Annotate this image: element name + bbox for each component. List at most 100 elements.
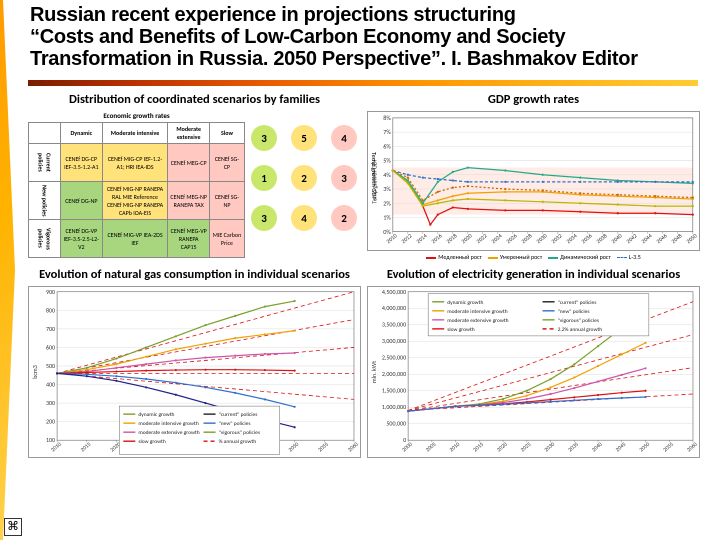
svg-text:2035: 2035 [567,441,580,453]
svg-text:"new" policies: "new" policies [558,309,590,315]
svg-text:2.2% annual growth: 2.2% annual growth [558,327,603,333]
svg-text:8%: 8% [383,114,391,122]
svg-text:2012: 2012 [400,232,413,245]
scenario-table-caption: Economic growth rates [28,111,245,122]
svg-text:2042: 2042 [625,232,638,245]
rowhdr-1: New policies [29,182,61,220]
cell-2-3: MIE Carbon Price [209,220,244,258]
svg-text:300: 300 [46,399,55,407]
svg-text:2025: 2025 [520,441,533,453]
svg-text:2,000,000: 2,000,000 [382,370,406,378]
svg-text:400: 400 [46,381,55,389]
svg-text:mln. kWt: mln. kWt [370,361,378,383]
gas-chart: 1002003004005006007008009002010201520202… [28,286,361,458]
svg-text:2026: 2026 [505,232,518,245]
cell-1-3: CENEf SG-NP [209,182,244,220]
svg-text:5%: 5% [383,157,391,165]
svg-text:2028: 2028 [520,232,533,245]
svg-text:2015: 2015 [80,441,93,453]
panel-distribution: Distribution of coordinated scenarios by… [28,92,361,261]
cell-0-1: CENEf MIG-CP IEF-1.2-A1; HRI IEA-IDS [102,144,168,182]
svg-text:"vigorous" policies: "vigorous" policies [219,430,260,436]
corner-logo-icon: ⌘ [4,518,22,536]
svg-text:2045: 2045 [615,441,628,453]
svg-text:2044: 2044 [640,232,653,245]
cell-0-3: CENEf SG-CP [209,144,244,182]
panel-b-heading: GDP growth rates [367,92,700,107]
svg-text:600: 600 [46,343,55,351]
circle-0-0: 3 [251,125,277,151]
svg-text:"new" policies: "new" policies [219,421,251,427]
panel-c-heading: Evolution of natural gas consumption in … [28,267,361,282]
svg-text:2030: 2030 [535,232,548,245]
svg-text:2005: 2005 [425,441,438,453]
legend-item: Медленный рост [426,253,482,261]
cell-2-0: CENEf DG-VP IEF-3.5-2.5-L2-V2 [61,220,103,258]
svg-text:2%: 2% [383,199,391,207]
rowhdr-2: Vigorous policies [29,220,61,258]
svg-text:700: 700 [46,325,55,333]
svg-text:1%: 1% [383,214,391,222]
svg-text:2055: 2055 [317,441,330,453]
cell-0-2: CENEf MEG-CP [168,144,210,182]
svg-text:2046: 2046 [655,232,668,245]
svg-text:% annual growth: % annual growth [219,439,257,445]
svg-text:4,000,000: 4,000,000 [382,304,406,312]
svg-text:2060: 2060 [347,441,360,453]
cell-1-2: CENEf MEG-NP RANEPA TAX [168,182,210,220]
svg-text:2020: 2020 [496,441,509,453]
slide-title: Russian recent experience in projections… [30,4,690,70]
legend-item: L-3.5 [617,253,641,261]
title-line-3: Transformation in Russia. 2050 Perspecti… [30,48,638,70]
gdp-chart: Temp growth GDP 0%1%2%3%4%5%6%7%8%201020… [367,111,700,251]
cell-2-1: CENEf MIG-VP IEA-2DS IEF [102,220,168,258]
svg-text:2016: 2016 [430,232,443,245]
colhdr-1: Moderate intensive [102,123,168,144]
svg-text:2048: 2048 [670,232,683,245]
svg-text:100: 100 [46,436,55,444]
colhdr-3: Slow [209,123,244,144]
svg-text:2015: 2015 [472,441,485,453]
circle-2-2: 2 [331,205,357,231]
circle-0-1: 5 [291,125,317,151]
svg-text:2014: 2014 [415,232,428,245]
cell-1-0: CENEf DG-NP [61,182,103,220]
circle-1-0: 1 [251,165,277,191]
svg-text:2050: 2050 [639,441,652,453]
svg-text:900: 900 [46,288,55,296]
legend-item: Динамический рост [548,253,611,261]
svg-text:"current" policies: "current" policies [219,412,258,418]
svg-text:moderate extensive growth: moderate extensive growth [447,318,508,324]
circle-2-1: 4 [291,205,317,231]
svg-text:2055: 2055 [662,441,675,453]
svg-text:slow growth: slow growth [447,327,475,333]
svg-text:2018: 2018 [445,232,458,245]
colhdr-2: Moderate extensive [168,123,210,144]
svg-text:3%: 3% [383,185,391,193]
svg-text:2038: 2038 [595,232,608,245]
svg-text:1,500,000: 1,500,000 [382,387,406,395]
svg-text:slow growth: slow growth [138,439,166,445]
svg-text:2030: 2030 [544,441,557,453]
panel-gas: Evolution of natural gas consumption in … [28,267,361,458]
elec-svg: 0500,0001,000,0001,500,0002,000,0002,500… [368,287,699,457]
svg-text:500: 500 [46,362,55,370]
svg-text:dynamic growth: dynamic growth [447,300,483,306]
svg-text:"current" policies: "current" policies [558,300,597,306]
svg-text:200: 200 [46,418,55,426]
svg-text:2034: 2034 [565,232,578,245]
svg-text:0: 0 [403,436,406,444]
svg-text:2022: 2022 [475,232,488,245]
circle-0-2: 4 [331,125,357,151]
circle-1-2: 3 [331,165,357,191]
svg-text:500,000: 500,000 [386,420,406,428]
panel-a-heading: Distribution of coordinated scenarios by… [28,92,361,107]
panels-grid: Distribution of coordinated scenarios by… [28,92,700,458]
rowhdr-0: Current policies [29,144,61,182]
svg-text:2,500,000: 2,500,000 [382,354,406,362]
legend-item: Умеренный рост [488,253,542,261]
title-block: Russian recent experience in projections… [30,4,690,70]
title-line-2: “Costs and Benefits of Low-Carbon Econom… [30,26,565,48]
title-line-1: Russian recent experience in projections… [30,4,516,26]
svg-text:4%: 4% [383,171,391,179]
